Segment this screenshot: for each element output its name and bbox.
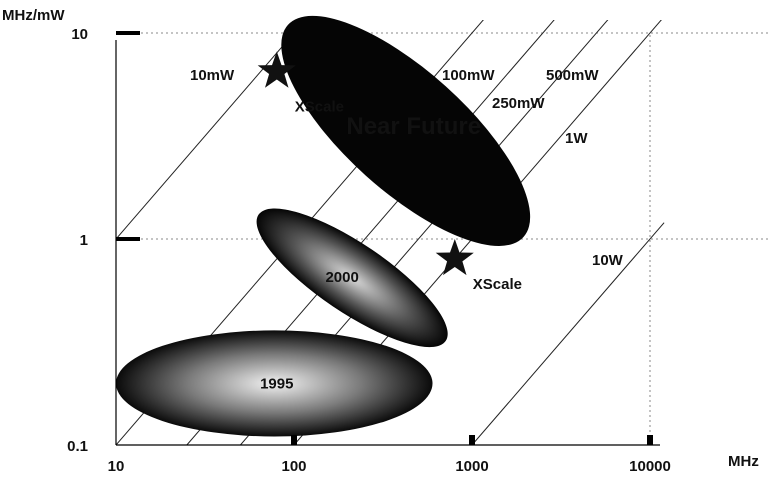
power-line-10w xyxy=(471,222,665,445)
xscale-star-marker-1 xyxy=(257,51,296,88)
x-tick-label-100: 100 xyxy=(281,458,306,475)
y-axis-label: MHz/mW xyxy=(2,7,65,24)
y-tick-label-0-1: 0.1 xyxy=(67,438,88,455)
xscale-point-label-1: XScale xyxy=(295,99,344,116)
xscale-star-marker-2 xyxy=(435,239,474,276)
x-tick-mark-1000 xyxy=(469,435,475,445)
x-tick-label-10: 10 xyxy=(108,458,125,475)
region-label-2000: 2000 xyxy=(325,269,358,286)
xscale-point-label-2: XScale xyxy=(473,276,522,293)
y-tick-label-1: 1 xyxy=(80,232,88,249)
power-line-label-1w: 1W xyxy=(565,130,588,147)
x-tick-label-1000: 1000 xyxy=(455,458,488,475)
x-tick-label-10000: 10000 xyxy=(629,458,671,475)
region-1995 xyxy=(116,330,433,437)
region-label-near-future: Near Future xyxy=(346,113,481,140)
region-2000 xyxy=(256,208,448,348)
y-tick-mark-1 xyxy=(116,237,140,241)
points: XScale XScale xyxy=(257,51,522,293)
power-line-label-10mw: 10mW xyxy=(190,67,235,84)
regions: 1995 2000 Near Future xyxy=(116,15,531,437)
power-line-label-10w: 10W xyxy=(592,252,624,269)
y-tick-label-10: 10 xyxy=(71,26,88,43)
y-tick-mark-10 xyxy=(116,31,140,35)
power-line-label-100mw: 100mW xyxy=(442,67,495,84)
region-near-future xyxy=(281,15,531,246)
x-tick-mark-10000 xyxy=(647,435,653,445)
region-label-1995: 1995 xyxy=(260,376,293,393)
x-tick-mark-100 xyxy=(291,435,297,445)
power-line-label-250mw: 250mW xyxy=(492,95,545,112)
x-axis-label: MHz xyxy=(728,453,759,470)
y-ticks: 0.1 1 10 xyxy=(67,26,140,455)
gridlines xyxy=(116,32,769,445)
power-line-label-500mw: 500mW xyxy=(546,67,599,84)
x-ticks: 10 100 1000 10000 xyxy=(108,435,671,475)
